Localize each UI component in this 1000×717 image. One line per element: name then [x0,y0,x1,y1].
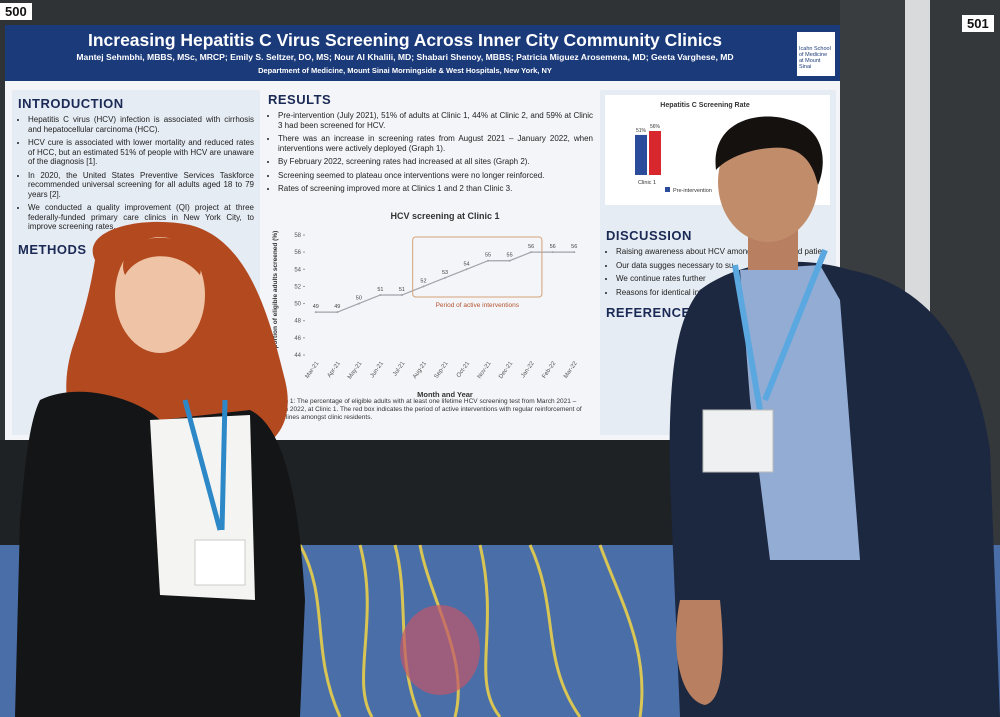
data-label: 49 [313,304,319,310]
y-tick-label: 50 [294,302,301,308]
logo: Icahn School of Medicine at Mount Sinai [797,32,835,76]
x-axis-label: Month and Year [417,390,473,399]
caption: Graph 1: The percentage of eligible adul… [270,398,582,421]
data-label: 56 [550,244,556,250]
section-heading: METHODS [18,241,87,257]
bullet: Hepatitis C virus (HCV) infection is ass… [28,115,254,134]
bullet-list: Pre-intervention (July 2021), 51% of adu… [268,111,593,194]
data-label: 49 [334,304,340,310]
board-number: 501 [962,15,994,32]
poster-title: Increasing Hepatitis C Virus Screening A… [87,30,723,50]
data-label: 56 [571,244,577,250]
section-heading: INTRODUCTION [18,96,124,111]
woman [15,221,305,717]
bullet: Pre-intervention (July 2021), 51% of adu… [278,111,593,130]
bullet: Screening seemed to plateau once interve… [278,171,593,181]
bullet: In 2020, the United States Preventive Se… [28,171,254,200]
bullet: Reasons for identical inte [616,288,834,298]
bullet: Raising awareness about HCV among provid… [616,247,834,257]
poster-header [5,25,840,81]
legend-label: Pre-intervention [673,188,712,194]
bullet: There was an increase in screening rates… [278,134,593,153]
graph: HCV screening at Clinic 1 Proportion of e… [272,211,579,399]
bullet-list: Raising awareness about HCV among provid… [606,247,834,297]
intro-section: INTRODUCTION Hepatitis C virus (HCV) inf… [12,90,260,263]
line [315,251,575,313]
bullet-list: Hepatitis C virus (HCV) infection is ass… [18,115,254,232]
data-label: 55 [507,253,513,259]
y-tick-label: 44 [294,353,301,359]
y-axis-label: Proportion of eligible adults screened (… [272,231,279,360]
data-label: 56 [528,244,534,250]
results-section: RESULTS Pre-intervention (July 2021), 51… [268,92,593,198]
bar [635,134,647,175]
legend-swatch [665,187,670,192]
highlight-box [412,236,543,298]
section-heading: DISCUSSION [606,228,692,243]
bullet: Our data sugges necessary to su [616,261,834,271]
section-heading: RESULTS [268,92,332,107]
data-label: 51 [399,287,405,293]
data-label: 51% [636,128,647,134]
y-tick-label: 54 [294,267,301,273]
poster-authors: Mantej Sehmbhi, MBBS, MSc, MRCP; Emily S… [76,52,734,62]
y-tick-label: 52 [294,284,301,290]
bullet: We conducted a quality improvement (QI) … [28,203,254,232]
bullet: Rates of screening improved more at Clin… [278,184,593,194]
section-heading: REFERENCES [606,305,700,320]
graph-title: HCV screening at Clinic 1 [390,211,499,221]
data-label: 53 [442,270,448,276]
bullet: By February 2022, screening rates had in… [278,157,593,167]
y-tick-label: 48 [294,319,301,325]
graph-title: Hepatitis C Screening Rate [660,102,750,109]
data-label: 56% [650,124,661,130]
annotation: Period of active interventions [436,302,520,309]
board-number: 500 [0,3,32,20]
data-label: 55 [485,253,491,259]
x-tick-label: Clinic 1 [638,180,656,186]
y-tick-label: 46 [294,336,301,342]
data-label: 52 [420,278,426,284]
data-label: 54 [463,261,469,267]
y-tick-label: 58 [294,233,301,239]
poster-affiliation: Department of Medicine, Mount Sinai Morn… [258,66,552,75]
y-tick-label: 56 [294,250,301,256]
data-label: 50 [356,296,362,302]
bar [649,131,661,175]
bullet: We continue rates further [616,274,834,284]
bullet: HCV cure is associated with lower mortal… [28,138,254,167]
data-label: 51 [377,287,383,293]
man [669,116,1000,717]
discussion-section: DISCUSSION Raising awareness about HCV a… [606,228,834,320]
